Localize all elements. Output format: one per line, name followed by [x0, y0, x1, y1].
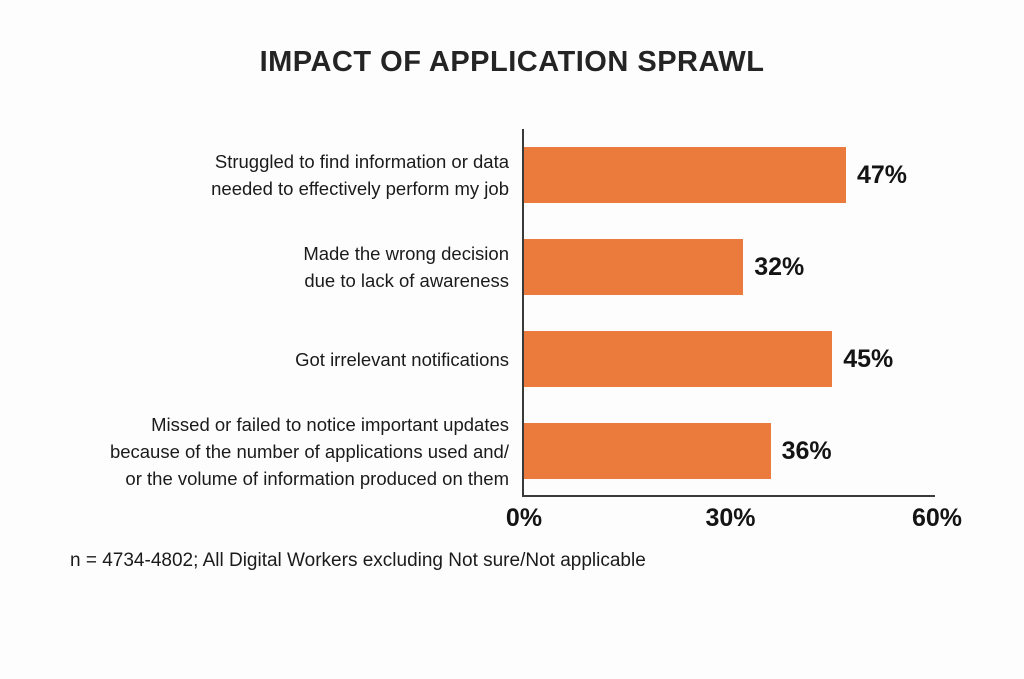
bar	[524, 147, 846, 203]
value-label: 45%	[843, 344, 894, 373]
value-label: 32%	[754, 252, 805, 281]
value-label: 36%	[781, 436, 832, 465]
category-label: Made the wrong decision due to lack of aw…	[303, 243, 509, 291]
bar	[524, 331, 833, 387]
category-label: Missed or failed to notice important upd…	[109, 413, 509, 489]
x-axis-ticks: 0% 30% 60%	[506, 504, 962, 536]
category-label: Got irrelevant notifications	[295, 348, 509, 370]
chart-page: IMPACT OF APPLICATION SPRAWL Struggled t…	[0, 46, 1024, 679]
footnote: n = 4734-4802; All Digital Workers exclu…	[70, 550, 646, 571]
x-tick-30: 30%	[705, 504, 756, 532]
category-labels: Struggled to find information or data nee…	[72, 129, 522, 536]
bar-row: 36%	[524, 405, 935, 497]
bar-row: 45%	[524, 313, 935, 405]
plot-area: 47% 32% 45% 36%	[522, 129, 935, 497]
bar-row: 47%	[524, 129, 935, 221]
plot-wrap: 47% 32% 45% 36% 0% 30% 60%	[506, 129, 962, 536]
value-label: 47%	[856, 160, 907, 189]
x-tick-60: 60%	[911, 504, 963, 532]
bar-chart: Struggled to find information or data nee…	[72, 129, 1024, 536]
category-label: Struggled to find information or data nee…	[211, 151, 509, 199]
bar	[524, 239, 744, 295]
bar	[524, 423, 771, 479]
x-tick-0: 0%	[505, 504, 543, 532]
chart-title: IMPACT OF APPLICATION SPRAWL	[259, 46, 765, 78]
bar-row: 32%	[524, 221, 935, 313]
